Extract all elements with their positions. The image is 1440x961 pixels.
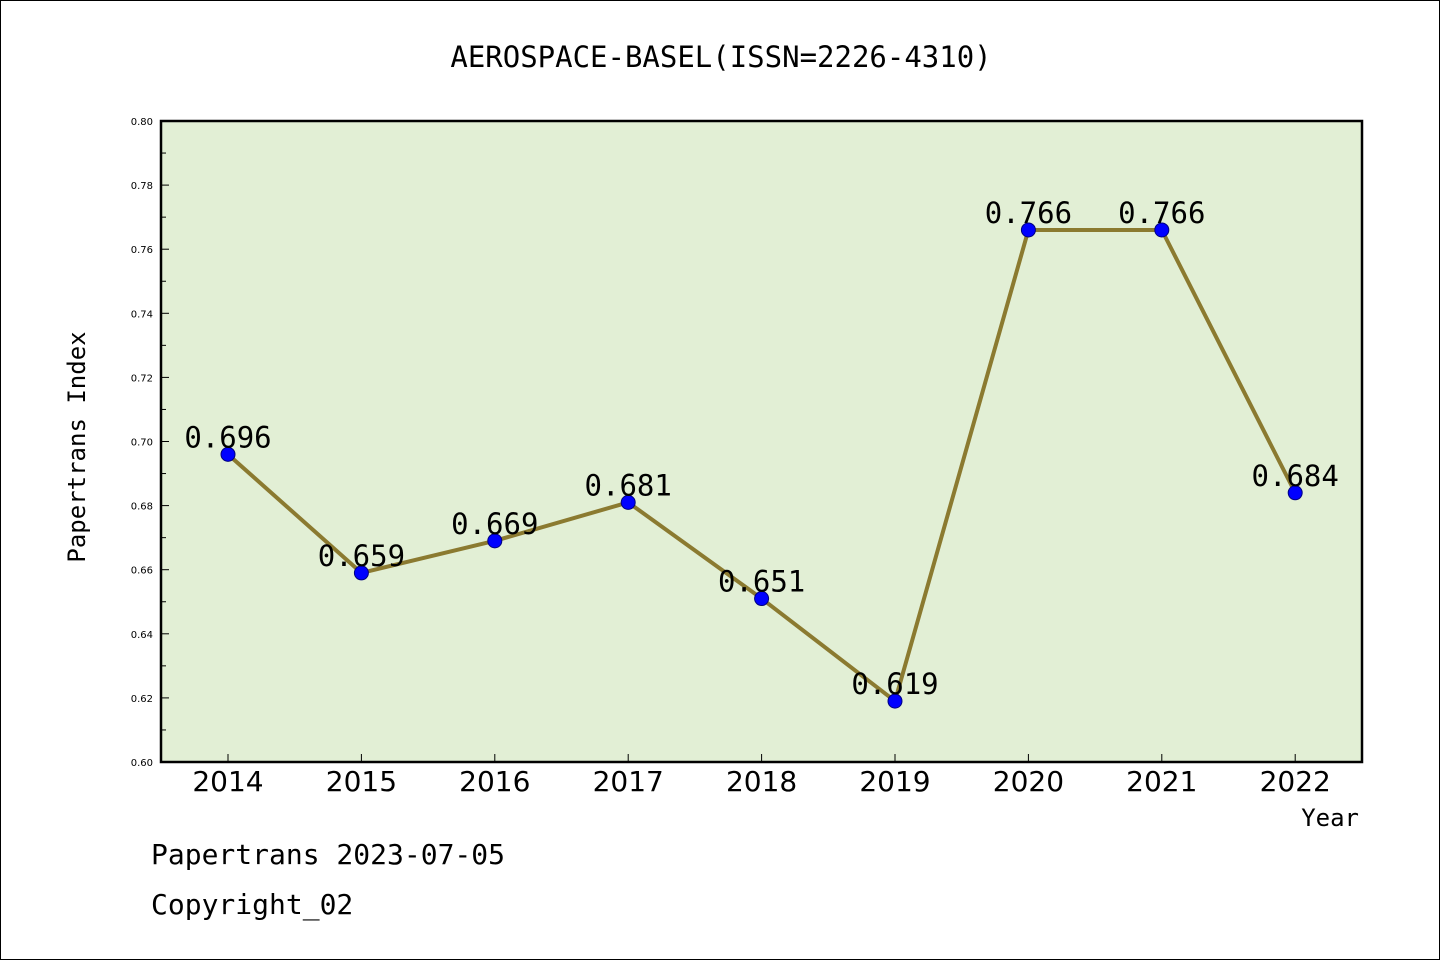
data-point [220, 446, 236, 462]
data-label: 0.766 [985, 196, 1072, 230]
chart-title: AEROSPACE-BASEL(ISSN=2226-4310) [450, 40, 991, 74]
data-label: 0.696 [184, 420, 271, 454]
data-point [1287, 485, 1303, 501]
x-tick-label: 2022 [1260, 765, 1331, 798]
data-label: 0.684 [1252, 459, 1339, 493]
footer-date: Papertrans 2023-07-05 [151, 838, 505, 871]
data-point [487, 533, 503, 549]
data-point [353, 565, 369, 581]
x-tick-label: 2021 [1126, 765, 1197, 798]
x-tick-label: 2017 [593, 765, 664, 798]
data-point [887, 693, 903, 709]
y-tick-label: 0.80 [131, 117, 153, 128]
y-tick-label: 0.72 [131, 373, 153, 384]
x-tick-label: 2014 [192, 765, 263, 798]
y-tick-label: 0.70 [131, 438, 153, 449]
y-axis-ticks: 0.60 0.62 0.64 0.66 0.68 0.70 0.72 0.74 0.76 0.78… [131, 117, 169, 769]
y-tick-label: 0.62 [131, 694, 153, 705]
data-label-group: 0.696 0.659 0.669 0.681 0.651 0.619 0.766 0.766… [184, 196, 1339, 701]
y-tick-label: 0.60 [131, 758, 153, 769]
y-tick-label: 0.66 [131, 566, 153, 577]
data-point [620, 494, 636, 510]
data-label: 0.619 [851, 667, 938, 701]
data-label: 0.659 [318, 539, 405, 573]
y-tick-label: 0.64 [131, 630, 153, 641]
data-point [754, 591, 770, 607]
y-tick-label: 0.76 [131, 245, 153, 256]
data-label: 0.681 [585, 468, 672, 502]
data-label: 0.669 [451, 507, 538, 541]
footer-copyright: Copyright_02 [151, 888, 353, 922]
x-tick-label: 2019 [859, 765, 930, 798]
data-label: 0.766 [1118, 196, 1205, 230]
data-point [1020, 222, 1036, 238]
y-axis-label: Papertrans Index [63, 331, 91, 562]
y-tick-label: 0.68 [131, 502, 153, 513]
data-label: 0.651 [718, 565, 805, 599]
data-point-group [220, 222, 1303, 709]
y-tick-label: 0.74 [131, 309, 153, 320]
y-tick-label: 0.78 [131, 181, 153, 192]
x-tick-label: 2015 [326, 765, 397, 798]
data-point [1154, 222, 1170, 238]
x-axis-label: Year [1301, 804, 1359, 832]
x-tick-label: 2020 [993, 765, 1064, 798]
x-tick-label: 2016 [459, 765, 530, 798]
x-tick-label: 2018 [726, 765, 797, 798]
x-axis-ticks: 2014 2015 2016 2017 2018 2019 2020 2021 2022 [192, 754, 1331, 798]
